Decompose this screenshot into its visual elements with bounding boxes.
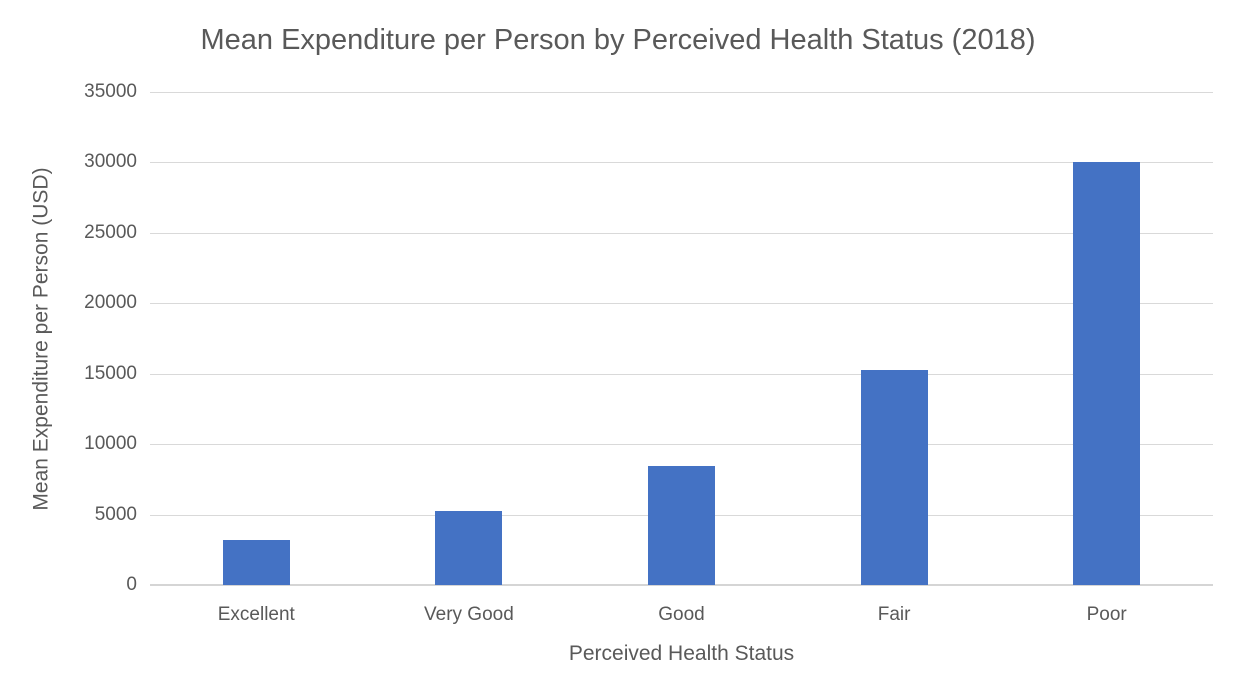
x-axis-title: Perceived Health Status [568, 642, 795, 665]
gridline [150, 232, 1213, 234]
gridline [150, 444, 1213, 446]
y-tick-label: 5000 [94, 503, 137, 525]
y-axis-tick-labels: 0 5000 10000 15000 20000 25000 30000 35000 [0, 0, 137, 696]
gridline [150, 162, 1213, 164]
y-tick-label: 15000 [84, 362, 137, 384]
y-tick-label: 0 [126, 574, 137, 595]
chart-title: Mean Expenditure per Person by Perceived… [200, 24, 1036, 56]
x-category-label: Very Good [424, 604, 514, 625]
y-tick-label: 20000 [84, 292, 137, 314]
y-tick-label: 30000 [84, 151, 137, 173]
gridline [150, 303, 1213, 305]
plot-area [150, 92, 1213, 586]
gridline [150, 373, 1213, 375]
x-category-label: Fair [877, 604, 911, 625]
bar-fair [860, 370, 928, 585]
y-tick-label: 25000 [84, 221, 137, 243]
bar-excellent [222, 539, 290, 585]
x-axis-line [150, 584, 1213, 586]
x-category-label: Good [658, 604, 705, 625]
bar-very-good [435, 511, 503, 585]
bar-good [648, 465, 715, 585]
y-tick-label: 10000 [84, 433, 137, 455]
bar-poor [1073, 161, 1141, 585]
gridline [150, 92, 1213, 93]
x-category-label: Poor [1086, 604, 1127, 625]
x-category-label: Excellent [217, 604, 295, 625]
y-tick-label: 35000 [84, 81, 137, 102]
